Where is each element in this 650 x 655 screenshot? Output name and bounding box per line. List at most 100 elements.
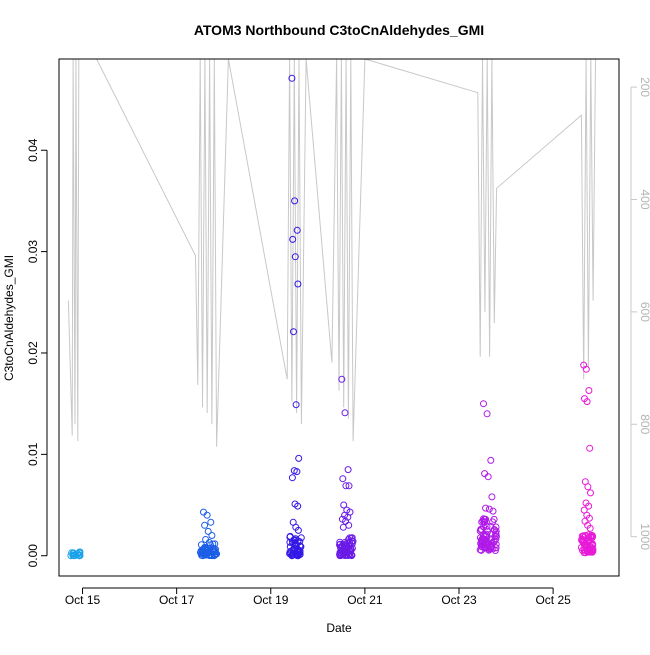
data-point: [580, 536, 588, 544]
data-point: [586, 533, 594, 541]
secondary-tick-label: 400: [638, 189, 650, 209]
data-point: [289, 235, 297, 243]
secondary-tick-label: 800: [638, 414, 650, 434]
data-point: [291, 253, 299, 261]
secondary-tick-label: 1000: [638, 523, 650, 550]
data-point: [343, 547, 351, 555]
data-point: [488, 493, 496, 501]
data-point: [483, 536, 491, 544]
data-point: [345, 482, 353, 490]
data-point: [482, 531, 489, 539]
data-point: [294, 280, 302, 288]
data-point: [339, 523, 347, 531]
data-point: [292, 401, 300, 409]
data-point: [586, 524, 594, 532]
data-point: [492, 529, 500, 537]
data-point: [76, 552, 83, 560]
data-point: [487, 544, 495, 551]
data-point: [208, 532, 216, 539]
data-point: [291, 197, 299, 205]
data-point: [294, 546, 302, 554]
y-tick-label: 0.01: [26, 442, 40, 466]
data-point: [586, 444, 594, 452]
data-point: [585, 387, 593, 394]
data-point: [288, 474, 296, 482]
data-point: [198, 551, 206, 559]
data-point: [584, 483, 592, 491]
data-point: [582, 365, 590, 373]
x-axis-label: Date: [326, 621, 352, 635]
data-point: [484, 528, 492, 536]
data-point: [342, 551, 350, 559]
data-point: [349, 537, 357, 545]
y-tick-label: 0.02: [26, 341, 40, 365]
data-point: [588, 548, 596, 556]
y-tick-label: 0.00: [26, 544, 40, 568]
data-point: [204, 527, 212, 535]
data-point: [76, 548, 83, 556]
data-point: [480, 400, 487, 408]
data-point: [489, 507, 497, 515]
data-point: [207, 518, 215, 526]
y-tick-label: 0.04: [26, 138, 40, 162]
data-point: [478, 535, 486, 543]
data-point: [211, 547, 219, 555]
data-point: [342, 482, 350, 490]
axes-layer: 0.00 0.01 0.02 0.03 0.04 Oct 15 Oct 17 Oct 19 Oc…: [26, 77, 650, 607]
data-point: [492, 535, 500, 543]
data-point: [587, 489, 594, 497]
x-tick-label: Oct 25: [535, 593, 571, 607]
secondary-series-line: [67, 59, 596, 447]
data-point: [286, 550, 294, 558]
data-point: [344, 466, 352, 474]
data-point: [205, 539, 213, 546]
data-point: [487, 522, 495, 530]
x-tick-label: Oct 21: [347, 593, 383, 607]
data-point: [489, 518, 497, 526]
data-point: [201, 521, 209, 529]
x-tick-label: Oct 17: [159, 593, 195, 607]
data-point: [344, 543, 352, 551]
data-point: [206, 547, 214, 555]
data-point: [487, 456, 495, 464]
data-point: [294, 526, 302, 534]
data-point: [73, 550, 81, 558]
data-point: [582, 532, 589, 540]
data-point: [482, 535, 489, 543]
data-point: [485, 505, 493, 513]
data-point: [197, 541, 205, 549]
secondary-tick-label: 200: [638, 77, 650, 97]
secondary-tick-label: 600: [638, 302, 650, 322]
data-point: [294, 502, 302, 510]
y-tick-label: 0.03: [26, 240, 40, 264]
data-point: [210, 552, 218, 560]
data-point: [293, 226, 301, 234]
data-point: [484, 473, 492, 481]
data-point: [293, 468, 301, 476]
chart-title: ATOM3 Northbound C3toCnAldehydes_GMI: [194, 22, 484, 38]
secondary-line-layer: [67, 59, 596, 447]
data-point: [580, 540, 588, 548]
y-axis-label: C3toCnAldehydes_GMI: [2, 255, 16, 381]
data-point: [582, 543, 590, 550]
data-point: [288, 74, 296, 82]
data-point: [341, 409, 349, 417]
data-point: [197, 548, 205, 556]
data-point: [290, 546, 298, 554]
data-point: [69, 552, 77, 559]
points-layer: [67, 74, 597, 560]
data-point: [487, 535, 495, 543]
data-point: [203, 511, 211, 519]
data-point: [476, 527, 484, 535]
data-point: [583, 398, 591, 406]
data-point: [295, 454, 303, 462]
data-point: [289, 538, 296, 546]
data-point: [339, 475, 347, 483]
data-point: [492, 544, 500, 552]
data-point: [480, 518, 488, 526]
data-point: [340, 501, 348, 509]
data-point: [290, 328, 297, 336]
plot-frame: [58, 58, 620, 577]
